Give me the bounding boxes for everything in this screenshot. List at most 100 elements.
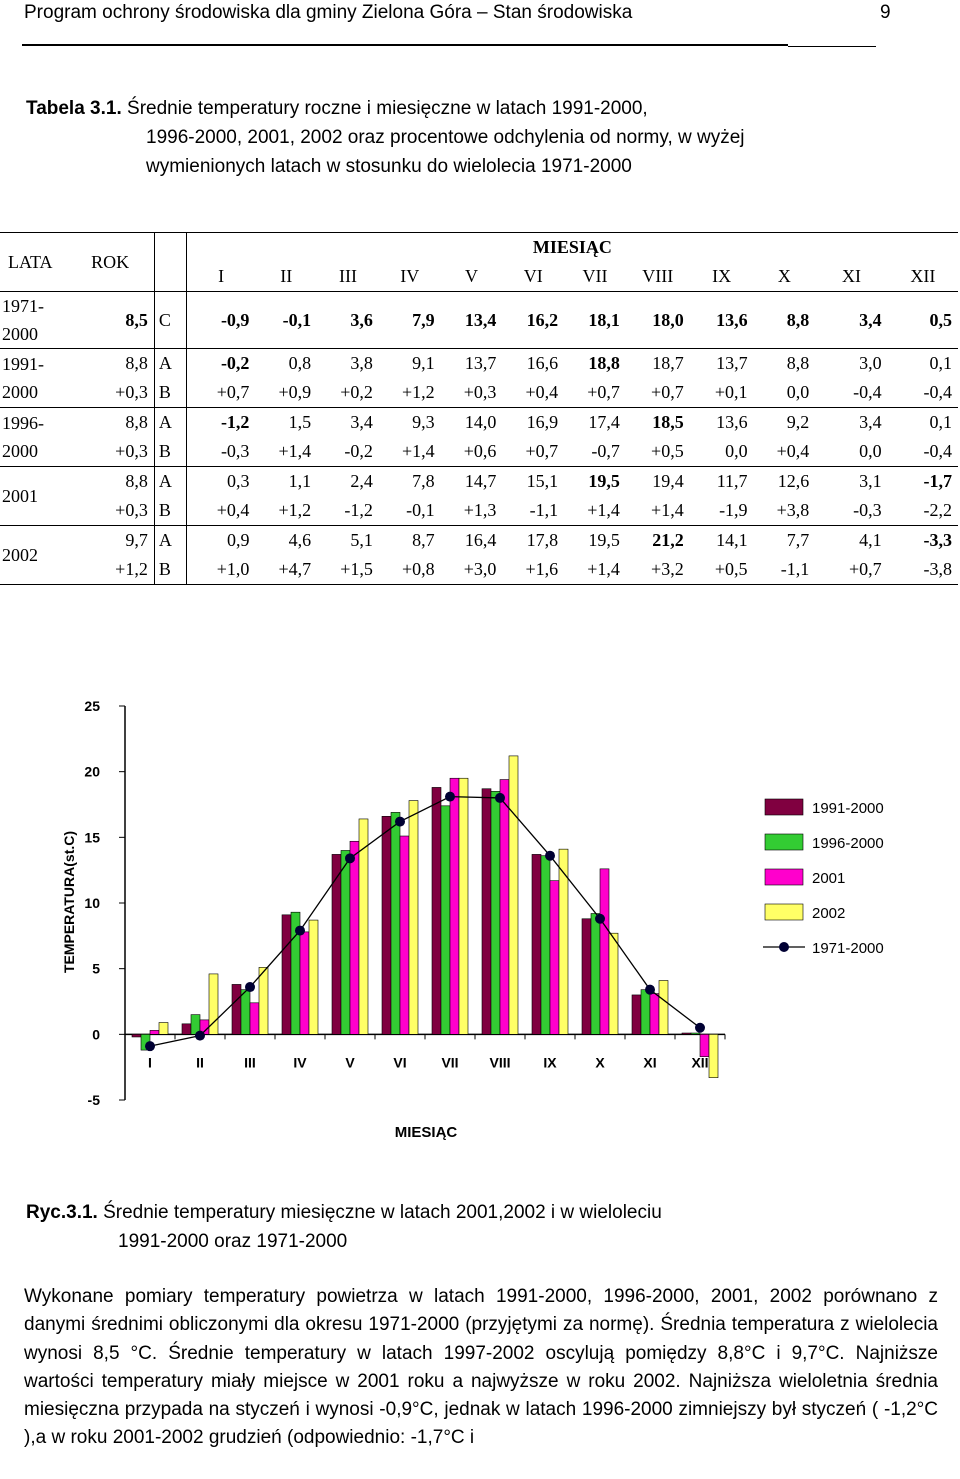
lata-line: 1996- xyxy=(2,413,44,433)
value-cell: 11,7 xyxy=(689,466,754,496)
bar xyxy=(181,1023,192,1035)
rok-cell: 8,5 xyxy=(85,291,155,349)
legend-label: 1996-2000 xyxy=(812,835,884,852)
lata-line: 2000 xyxy=(2,382,38,402)
value-cell: -0,4 xyxy=(853,382,882,402)
x-tick-label: XII xyxy=(691,1054,708,1070)
y-tick-label: 25 xyxy=(84,698,100,714)
value-cell: +4,7 xyxy=(278,559,312,579)
month-header: III xyxy=(339,266,358,286)
bar xyxy=(299,931,310,1035)
value-cell: +0,5 xyxy=(714,559,748,579)
value-cell: -0,3 xyxy=(853,500,882,520)
value-cell: 17,8 xyxy=(502,525,565,555)
table-caption-line3: wymienionych latach w stosunku do wielol… xyxy=(146,156,632,177)
value-cell: +0,2 xyxy=(340,382,373,402)
line-point xyxy=(345,853,355,864)
type-cell: A xyxy=(153,348,187,378)
value-cell: -0,2 xyxy=(344,441,373,461)
y-tick-label: 10 xyxy=(84,895,100,911)
value-cell: -1,1 xyxy=(529,500,559,520)
figure-caption-label: Ryc.3.1. xyxy=(26,1202,98,1223)
bar xyxy=(649,993,660,1035)
lata-line: 2000 xyxy=(2,324,38,344)
bar xyxy=(131,1034,142,1038)
line-point xyxy=(195,1030,205,1041)
value-cell: 14,1 xyxy=(689,525,754,555)
value-cell: 7,9 xyxy=(378,291,441,349)
legend-label: 2002 xyxy=(812,905,845,922)
value-cell: +0,6 xyxy=(463,441,497,461)
month-header: X xyxy=(777,266,791,286)
value-cell: 0,5 xyxy=(887,291,958,349)
chart-bars xyxy=(131,755,719,1078)
value-cell: -0,1 xyxy=(255,291,318,349)
value-cell: 4,6 xyxy=(255,525,318,555)
table-row: +1,2 B +1,0 +4,7 +1,5 +0,8 +3,0 +1,6 +1,4 +3,2 +0,… xyxy=(0,555,958,585)
legend-marker xyxy=(779,942,789,952)
table-row: +0,3 B -0,3 +1,4 -0,2 +1,4 +0,6 +0,7 -0,7 +0,5 0,0… xyxy=(0,437,958,467)
lata-cell: 1996- 2000 xyxy=(0,407,86,467)
type-cell: B xyxy=(153,555,187,585)
value-cell: 0,0 xyxy=(725,441,748,461)
value-cell: 14,0 xyxy=(440,407,503,437)
value-cell: +3,0 xyxy=(463,559,497,579)
y-tick-label: -5 xyxy=(88,1092,101,1108)
value-cell: 16,4 xyxy=(440,525,503,555)
lata-line: 2001 xyxy=(2,486,38,506)
lata-line: 1991- xyxy=(2,354,44,374)
value-cell: 12,6 xyxy=(753,466,816,496)
value-cell: 13,7 xyxy=(689,348,754,378)
value-cell: 19,5 xyxy=(564,466,626,496)
value-cell: 7,7 xyxy=(753,525,816,555)
value-cell: 18,8 xyxy=(564,348,626,378)
bar xyxy=(599,868,610,1035)
value-cell: -3,8 xyxy=(923,559,953,579)
table-row: 1996- 2000 8,8 A -1,2 1,5 3,4 9,3 14,0 16,9 17,4 18… xyxy=(0,407,958,467)
value-cell: 1,5 xyxy=(255,407,318,437)
table-row: 1991- 2000 8,8 A -0,2 0,8 3,8 9,1 13,7 16,6 18,8 18… xyxy=(0,348,958,408)
bar xyxy=(590,913,601,1035)
value-cell: +1,4 xyxy=(587,559,620,579)
header-rule xyxy=(22,44,788,46)
bar xyxy=(699,1034,710,1057)
header-rok: ROK xyxy=(91,251,130,272)
value-cell: 0,1 xyxy=(887,348,958,378)
bar xyxy=(240,989,251,1035)
value-cell: +0,1 xyxy=(714,382,748,402)
month-header: IV xyxy=(400,266,420,286)
header-blank xyxy=(153,232,187,292)
line-point xyxy=(645,984,655,995)
legend-swatch xyxy=(764,903,804,921)
rok-cell: +0,3 xyxy=(115,500,148,520)
bar xyxy=(631,994,642,1035)
value-cell: +1,4 xyxy=(278,441,312,461)
value-cell: 19,5 xyxy=(564,525,626,555)
month-header: VIII xyxy=(642,266,674,286)
y-axis-title: TEMPERATURA(st.C) xyxy=(61,831,77,973)
value-cell: +0,5 xyxy=(651,441,684,461)
line-point xyxy=(695,1022,705,1033)
value-cell: +1,4 xyxy=(651,500,684,520)
bar xyxy=(449,777,460,1035)
bar xyxy=(458,777,469,1035)
legend-label: 1991-2000 xyxy=(812,800,884,817)
type-cell: A xyxy=(153,407,187,437)
header-rule-thin xyxy=(788,46,876,47)
value-cell: 8,7 xyxy=(378,525,441,555)
value-cell: 0,1 xyxy=(887,407,958,437)
value-cell: -1,1 xyxy=(780,559,810,579)
value-cell: 19,4 xyxy=(625,466,690,496)
value-cell: 1,1 xyxy=(255,466,318,496)
value-cell: 14,7 xyxy=(440,466,503,496)
lata-cell: 1971- 2000 xyxy=(0,291,86,349)
bar xyxy=(658,980,669,1035)
bar xyxy=(490,791,501,1035)
type-cell: B xyxy=(153,496,187,526)
value-cell: 3,4 xyxy=(815,407,888,437)
type-cell: C xyxy=(153,291,187,349)
lata-line: 2002 xyxy=(2,545,38,565)
legend-swatch xyxy=(764,868,804,886)
